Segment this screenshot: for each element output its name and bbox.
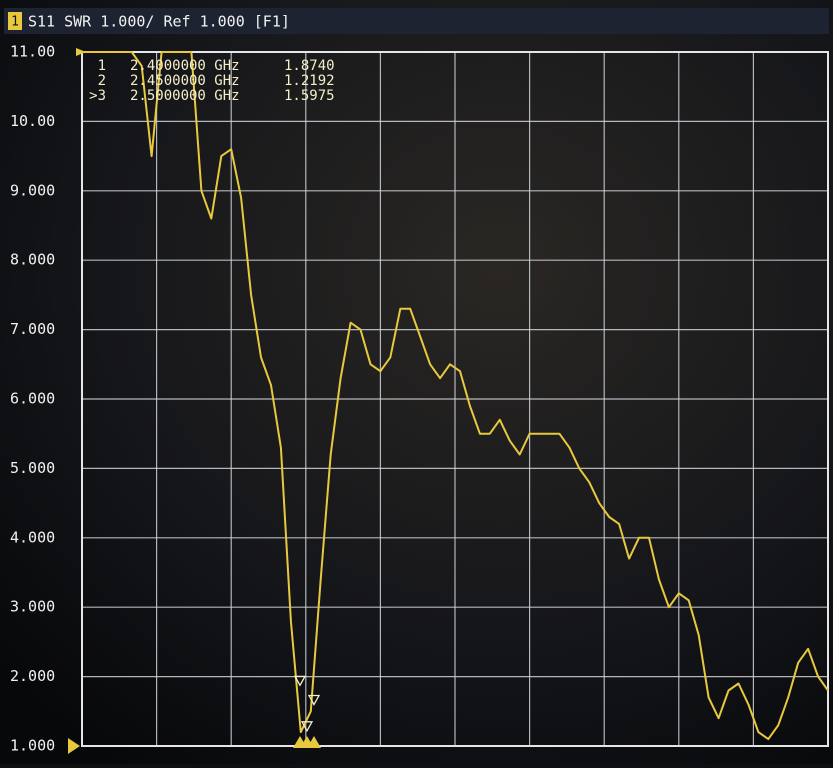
y-tick-label: 2.000 (10, 667, 55, 685)
trace (82, 51, 829, 741)
channel-number: 1 (11, 15, 19, 30)
y-tick-label: 5.000 (10, 459, 55, 477)
plot-frame (81, 51, 829, 747)
marker-frequency: 2.5000000 GHz (130, 88, 240, 104)
reference-arrow (68, 738, 80, 754)
marker-name: 2 (98, 73, 106, 89)
marker-frequency: 2.4500000 GHz (130, 73, 240, 89)
header-bar (4, 8, 829, 34)
marker-symbol (300, 721, 314, 733)
marker-value-label: 1.8740 (284, 58, 335, 74)
marker-foot (307, 736, 321, 748)
y-tick-label: 7.000 (10, 320, 55, 338)
y-tick-label: 4.000 (10, 528, 55, 546)
chart-title: S11 SWR 1.000/ Ref 1.000 [F1] (28, 13, 290, 31)
marker-name: >3 (89, 88, 106, 104)
y-tick-label: 10.00 (10, 112, 55, 130)
y-tick-label: 3.000 (10, 598, 55, 616)
marker-symbol (307, 694, 321, 706)
scale-arrow (76, 48, 86, 56)
channel-box (8, 12, 22, 30)
y-tick-label: 1.000 (10, 737, 55, 755)
marker-value-label: 1.5975 (284, 88, 335, 104)
marker-name: 1 (98, 58, 106, 74)
marker-frequency: 2.4000000 GHz (130, 58, 240, 74)
y-tick-label: 9.000 (10, 181, 55, 199)
y-tick-label: 11.00 (10, 43, 55, 61)
marker-symbol (293, 675, 307, 687)
y-tick-label: 6.000 (10, 390, 55, 408)
marker-value-label: 1.2192 (284, 73, 335, 89)
y-tick-label: 8.000 (10, 251, 55, 269)
